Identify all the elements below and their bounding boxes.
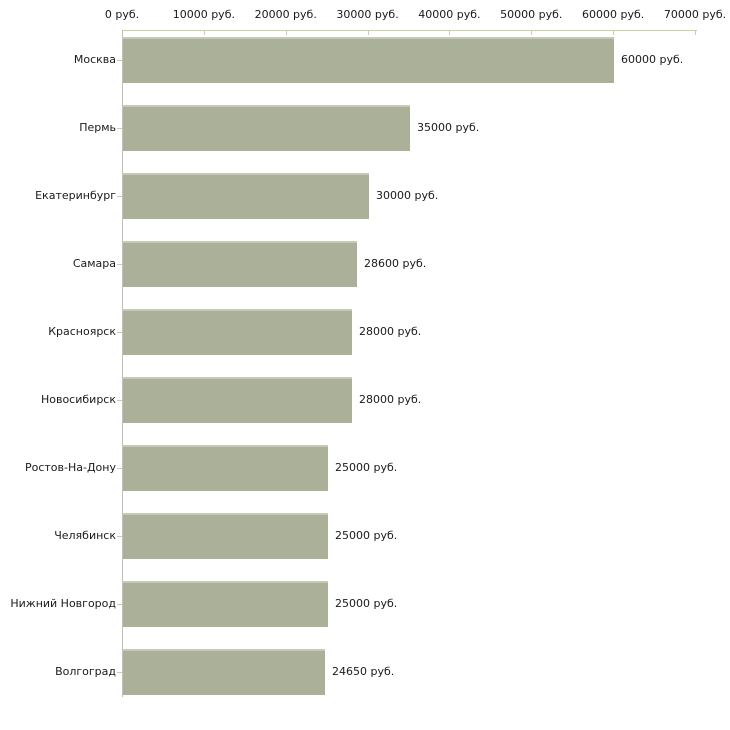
value-label: 35000 руб. <box>417 121 480 134</box>
x-tick-mark <box>695 31 696 35</box>
x-tick-label: 60000 руб. <box>582 8 645 21</box>
value-label: 28000 руб. <box>359 325 422 338</box>
category-label: Самара <box>72 257 116 270</box>
value-label: 25000 руб. <box>335 461 398 474</box>
x-tick-mark <box>285 31 287 35</box>
category-label: Нижний Новгород <box>10 597 116 610</box>
bar-3 <box>123 173 369 219</box>
bar-7 <box>123 445 328 491</box>
category-label: Екатеринбург <box>35 189 116 202</box>
x-tick-label: 10000 руб. <box>172 8 235 21</box>
category-tick-mark <box>117 60 122 61</box>
category-label: Новосибирск <box>40 393 116 406</box>
value-label: 25000 руб. <box>335 597 398 610</box>
value-label: 28000 руб. <box>359 393 422 406</box>
value-label: 25000 руб. <box>335 529 398 542</box>
category-label: Красноярск <box>48 325 116 338</box>
y-axis-line <box>122 30 123 697</box>
bar-1 <box>123 37 614 83</box>
x-tick-label: 40000 руб. <box>418 8 481 21</box>
x-tick-mark <box>203 31 205 35</box>
x-tick-label: 70000 руб. <box>663 8 727 21</box>
x-tick-label: 0 руб. <box>104 8 140 21</box>
bar-5 <box>123 309 352 355</box>
value-label: 28600 руб. <box>364 257 427 270</box>
value-label: 60000 руб. <box>621 53 684 66</box>
category-tick-mark <box>117 468 122 469</box>
x-tick-label: 50000 руб. <box>500 8 563 21</box>
bar-2 <box>123 105 410 151</box>
x-tick-label: 20000 руб. <box>254 8 317 21</box>
x-axis-line <box>122 30 697 31</box>
bar-8 <box>123 513 328 559</box>
category-tick-mark <box>117 672 122 673</box>
x-tick-mark <box>613 31 615 35</box>
category-label: Волгоград <box>55 665 116 678</box>
category-label: Ростов-На-Дону <box>24 461 116 474</box>
category-tick-mark <box>117 264 122 265</box>
category-label: Пермь <box>79 121 116 134</box>
value-label: 24650 руб. <box>332 665 395 678</box>
category-tick-mark <box>117 604 122 605</box>
bar-10 <box>123 649 325 695</box>
category-label: Челябинск <box>54 529 116 542</box>
value-label: 30000 руб. <box>376 189 439 202</box>
x-tick-mark <box>531 31 533 35</box>
category-tick-mark <box>117 332 122 333</box>
bar-9 <box>123 581 328 627</box>
bar-6 <box>123 377 352 423</box>
category-tick-mark <box>117 536 122 537</box>
x-tick-label: 30000 руб. <box>336 8 399 21</box>
category-tick-mark <box>117 128 122 129</box>
category-label: Москва <box>73 53 116 66</box>
category-tick-mark <box>117 400 122 401</box>
bar-4 <box>123 241 357 287</box>
category-tick-mark <box>117 196 122 197</box>
x-tick-mark <box>449 31 451 35</box>
x-tick-mark <box>367 31 369 35</box>
